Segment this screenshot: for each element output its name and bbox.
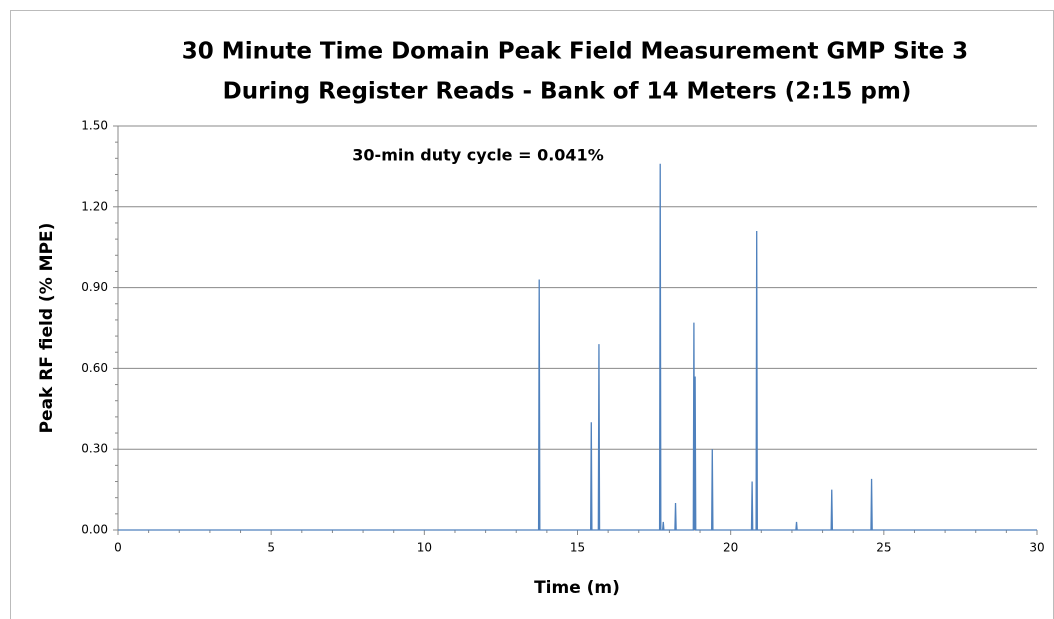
x-tick-label: 20 — [723, 541, 738, 555]
y-tick-label: 0.30 — [81, 442, 108, 456]
x-tick-label: 15 — [570, 541, 585, 555]
y-tick-label: 0.00 — [81, 523, 108, 537]
x-tick-label: 30 — [1029, 541, 1044, 555]
y-tick-label: 1.50 — [81, 119, 108, 133]
y-tick-label: 0.60 — [81, 361, 108, 375]
data-line — [118, 163, 1037, 531]
y-tick-label: 0.90 — [81, 280, 108, 294]
x-tick-label: 5 — [267, 541, 275, 555]
chart-title: 30 Minute Time Domain Peak Field Measure… — [182, 39, 968, 65]
x-tick-label: 25 — [876, 541, 891, 555]
y-axis-title: Peak RF field (% MPE) — [37, 223, 57, 434]
x-tick-label: 0 — [114, 541, 122, 555]
x-tick-label: 10 — [417, 541, 432, 555]
chart-title: During Register Reads - Bank of 14 Meter… — [223, 79, 912, 105]
y-tick-label: 1.20 — [81, 199, 108, 213]
x-axis-title: Time (m) — [534, 578, 620, 598]
annotation: 30-min duty cycle = 0.041% — [352, 146, 603, 165]
